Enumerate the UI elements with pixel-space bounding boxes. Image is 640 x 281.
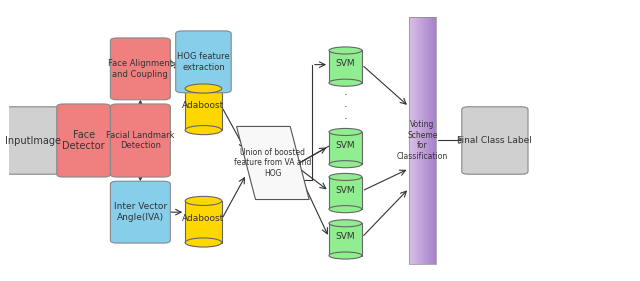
Bar [329, 51, 362, 83]
Ellipse shape [329, 220, 362, 227]
Bar [432, 17, 433, 264]
Bar [412, 17, 413, 264]
Bar [418, 17, 419, 264]
Bar [329, 177, 362, 209]
Bar [423, 17, 424, 264]
Text: SVM: SVM [335, 59, 355, 68]
Ellipse shape [185, 238, 221, 247]
Text: Adaboost: Adaboost [182, 101, 225, 110]
FancyBboxPatch shape [111, 181, 170, 243]
Bar [435, 17, 436, 264]
Text: Voting
Scheme
for
Classification: Voting Scheme for Classification [397, 120, 448, 161]
Bar [329, 223, 362, 255]
Bar [421, 17, 422, 264]
Bar [419, 17, 420, 264]
Bar [424, 17, 425, 264]
Bar [427, 17, 428, 264]
Bar [415, 17, 416, 264]
FancyBboxPatch shape [111, 104, 170, 177]
Bar [430, 17, 431, 264]
Ellipse shape [185, 126, 221, 135]
Bar [429, 17, 430, 264]
Ellipse shape [329, 252, 362, 259]
Text: Face Alignment
and Coupling: Face Alignment and Coupling [108, 59, 173, 79]
FancyBboxPatch shape [111, 38, 170, 100]
Bar [185, 201, 221, 243]
Bar [422, 17, 423, 264]
Text: HOG feature
extraction: HOG feature extraction [177, 52, 230, 72]
Bar [416, 17, 417, 264]
Ellipse shape [185, 196, 221, 205]
Text: Inter Vector
Angle(IVA): Inter Vector Angle(IVA) [114, 202, 167, 222]
Ellipse shape [185, 84, 221, 93]
Text: Union of boosted
feature from VA and
HOG: Union of boosted feature from VA and HOG [234, 148, 312, 178]
Ellipse shape [329, 79, 362, 86]
Bar [185, 89, 221, 130]
Bar [420, 17, 421, 264]
Bar [413, 17, 415, 264]
FancyBboxPatch shape [57, 104, 111, 177]
Ellipse shape [329, 47, 362, 54]
Bar [411, 17, 412, 264]
Ellipse shape [329, 173, 362, 180]
Bar [410, 17, 411, 264]
Bar [417, 17, 418, 264]
Text: SVM: SVM [335, 232, 355, 241]
Bar [409, 17, 410, 264]
Bar [433, 17, 434, 264]
Bar [426, 17, 427, 264]
FancyBboxPatch shape [176, 31, 231, 93]
Bar [409, 17, 436, 264]
Bar [428, 17, 429, 264]
Text: Face
Detector: Face Detector [62, 130, 105, 151]
Text: Facial Landmark
Detection: Facial Landmark Detection [106, 131, 175, 150]
Text: .
.
.: . . . [344, 87, 348, 121]
Bar [425, 17, 426, 264]
Text: SVM: SVM [335, 186, 355, 195]
Text: SVM: SVM [335, 141, 355, 150]
Bar [431, 17, 432, 264]
Text: InputImage: InputImage [5, 135, 61, 146]
Text: Adaboost: Adaboost [182, 214, 225, 223]
Text: Final Class Label: Final Class Label [458, 136, 532, 145]
Ellipse shape [329, 206, 362, 213]
FancyBboxPatch shape [5, 107, 61, 174]
Bar [329, 132, 362, 164]
Ellipse shape [329, 161, 362, 168]
Ellipse shape [329, 128, 362, 135]
FancyBboxPatch shape [462, 107, 528, 174]
Polygon shape [237, 126, 309, 200]
Bar [434, 17, 435, 264]
